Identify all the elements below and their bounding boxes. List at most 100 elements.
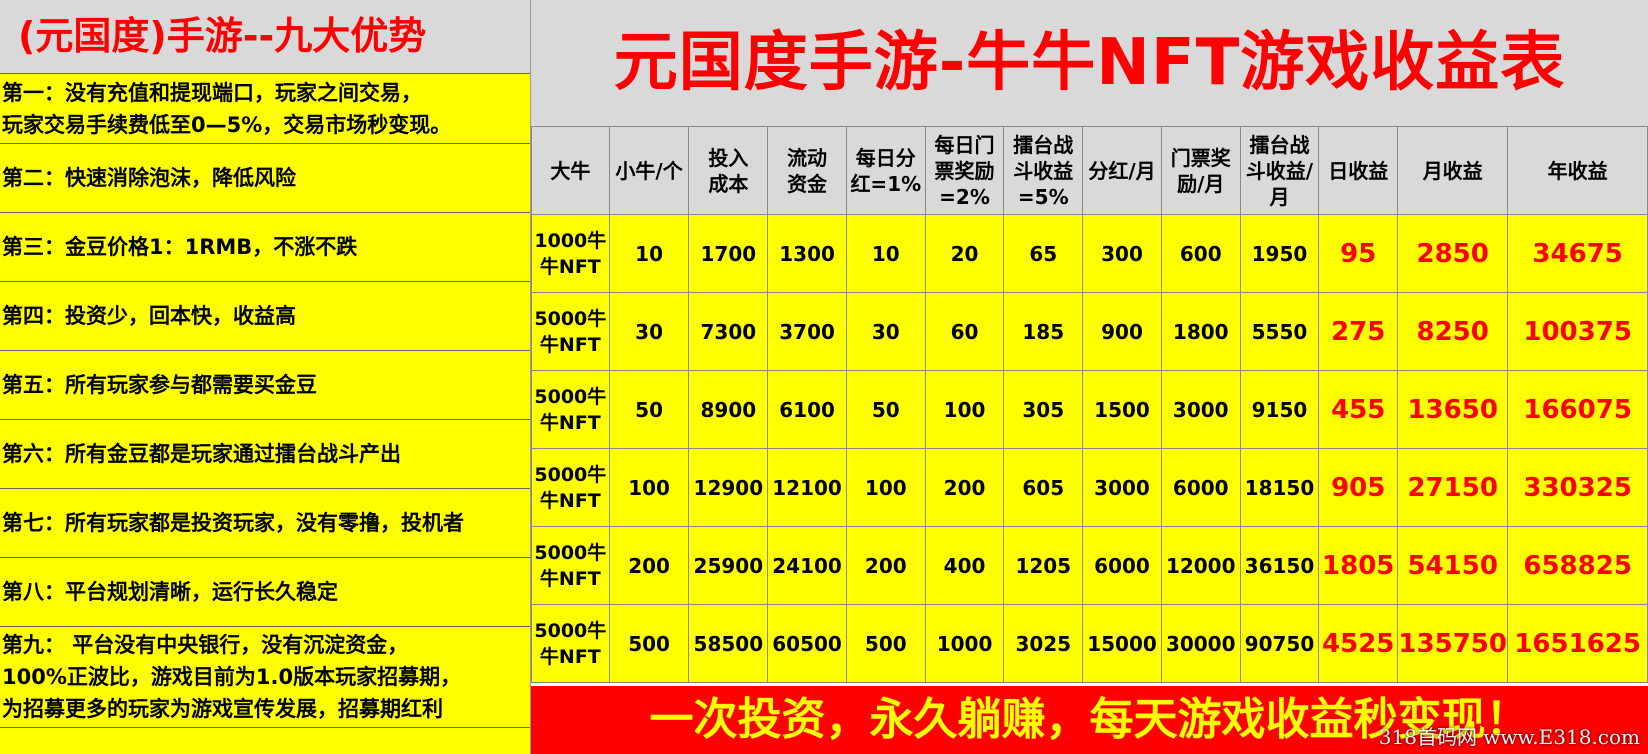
table-cell: 30 (845, 292, 926, 371)
table-cell: 6000 (1160, 448, 1241, 527)
advantage-item: 第五：所有玩家参与都需要买金豆 (0, 351, 530, 420)
table-cell: 5000牛 牛NFT (531, 370, 610, 449)
table-row: 5000牛 牛NFT 200 25900 24100 200 400 1205 6000 1200… (531, 526, 1648, 605)
table-cell: 185 (1003, 292, 1084, 371)
table-cell: 5550 (1239, 292, 1320, 371)
table-cell: 8900 (688, 370, 769, 449)
advantages-panel: (元国度)手游--九大优势 第一：没有充值和提现端口，玩家之间交易， 玩家交易手续… (0, 0, 531, 754)
column-header: 大牛 (531, 126, 610, 215)
table-row: 1000牛 牛NFT 10 1700 1300 10 20 65 300 600 1950 95 285… (531, 214, 1648, 293)
table-cell: 50 (608, 370, 690, 449)
table-cell: 34675 (1507, 214, 1648, 293)
advantage-text: 第四：投资少，回本快，收益高 (2, 304, 296, 328)
table-cell: 12000 (1160, 526, 1241, 605)
advantages-title: (元国度)手游--九大优势 (0, 0, 530, 74)
table-cell: 65 (1003, 214, 1084, 293)
table-cell: 1205 (1003, 526, 1084, 605)
site-watermark: 318首码网 www.E318.com (1378, 725, 1640, 749)
table-row: 5000牛 牛NFT 100 12900 12100 100 200 605 3000 6000 1… (531, 448, 1648, 527)
table-cell: 9150 (1239, 370, 1320, 449)
advantage-text: 第七：所有玩家都是投资玩家，没有零撸，投机者 (2, 511, 464, 535)
table-cell: 1651625 (1507, 604, 1648, 683)
advantage-item: 第六：所有金豆都是玩家通过擂台战斗产出 (0, 420, 530, 489)
table-cell: 58500 (688, 604, 769, 683)
table-cell: 3000 (1160, 370, 1241, 449)
table-cell: 30 (608, 292, 690, 371)
promo-banner: 一次投资，永久躺赚，每天游戏收益秒变现！ (531, 686, 1648, 754)
table-cell: 200 (845, 526, 926, 605)
table-cell: 7300 (688, 292, 769, 371)
table-cell: 400 (924, 526, 1005, 605)
advantage-item: 第四：投资少，回本快，收益高 (0, 282, 530, 351)
table-cell: 200 (608, 526, 690, 605)
column-header: 投入 成本 (688, 126, 769, 215)
table-row: 5000牛 牛NFT 500 58500 60500 500 1000 3025 15000 30… (531, 604, 1648, 683)
advantage-item: 第九： 平台没有中央银行，没有沉淀资金， 100%正波比，游戏目前为1.0版本玩家… (0, 627, 530, 728)
table-cell: 36150 (1239, 526, 1320, 605)
table-cell: 100 (924, 370, 1005, 449)
table-cell: 330325 (1507, 448, 1648, 527)
table-cell: 275 (1318, 292, 1399, 371)
table-cell: 658825 (1507, 526, 1648, 605)
table-cell: 13650 (1397, 370, 1509, 449)
table-cell: 8250 (1397, 292, 1509, 371)
table-cell: 300 (1082, 214, 1162, 293)
advantage-text: 为招募更多的玩家为游戏宣传发展，招募期红利 (2, 697, 443, 721)
advantage-item: 第二：快速消除泡沫，降低风险 (0, 144, 530, 213)
table-cell: 1000牛 牛NFT (531, 214, 610, 293)
table-cell: 905 (1318, 448, 1399, 527)
table-cell: 100 (608, 448, 690, 527)
column-header: 流动 资金 (767, 126, 847, 215)
table-cell: 5000牛 牛NFT (531, 292, 610, 371)
advantage-text: 第五：所有玩家参与都需要买金豆 (2, 373, 317, 397)
table-cell: 600 (1160, 214, 1241, 293)
table-cell: 60500 (767, 604, 847, 683)
table-cell: 900 (1082, 292, 1162, 371)
table-cell: 166075 (1507, 370, 1648, 449)
column-header: 擂台战 斗收益 =5% (1003, 126, 1084, 215)
table-cell: 54150 (1397, 526, 1509, 605)
column-header: 年收益 (1507, 126, 1648, 215)
table-cell: 3700 (767, 292, 847, 371)
advantage-text: 第一：没有充值和提现端口，玩家之间交易， (2, 80, 422, 105)
table-cell: 50 (845, 370, 926, 449)
advantage-item: 第三：金豆价格1：1RMB，不涨不跌 (0, 213, 530, 282)
table-cell: 5000牛 牛NFT (531, 448, 610, 527)
table-cell: 1800 (1160, 292, 1241, 371)
table-cell: 25900 (688, 526, 769, 605)
table-cell: 2850 (1397, 214, 1509, 293)
table-cell: 15000 (1082, 604, 1162, 683)
table-cell: 1950 (1239, 214, 1320, 293)
table-cell: 3025 (1003, 604, 1084, 683)
table-cell: 6100 (767, 370, 847, 449)
table-cell: 1300 (767, 214, 847, 293)
column-header: 小牛/个 (608, 126, 690, 215)
table-cell: 1500 (1082, 370, 1162, 449)
table-header-row: 大牛 小牛/个 投入 成本 流动 资金 每日分 红=1% 每日门 票奖励 =2% 擂台战 斗收益 =5% 分… (531, 126, 1648, 215)
table-cell: 10 (845, 214, 926, 293)
table-cell: 12900 (688, 448, 769, 527)
table-cell: 100375 (1507, 292, 1648, 371)
table-cell: 90750 (1239, 604, 1320, 683)
table-cell: 500 (608, 604, 690, 683)
table-cell: 455 (1318, 370, 1399, 449)
table-cell: 5000牛 牛NFT (531, 526, 610, 605)
table-cell: 18150 (1239, 448, 1320, 527)
advantage-text: 玩家交易手续费低至0—5%，交易市场秒变现。 (2, 112, 452, 137)
advantage-text: 第二：快速消除泡沫，降低风险 (2, 166, 296, 190)
column-header: 每日门 票奖励 =2% (924, 126, 1005, 215)
table-row: 5000牛 牛NFT 50 8900 6100 50 100 305 1500 3000 9150 4… (531, 370, 1648, 449)
table-cell: 1000 (924, 604, 1005, 683)
table-cell: 305 (1003, 370, 1084, 449)
table-cell: 24100 (767, 526, 847, 605)
advantage-text: 100%正波比，游戏目前为1.0版本玩家招募期， (2, 665, 462, 689)
column-header: 擂台战 斗收益/月 (1239, 126, 1320, 215)
table-row: 5000牛 牛NFT 30 7300 3700 30 60 185 900 1800 5550 275… (531, 292, 1648, 371)
table-cell: 12100 (767, 448, 847, 527)
table-cell: 27150 (1397, 448, 1509, 527)
income-table-title: 元国度手游-牛牛NFT游戏收益表 (531, 0, 1648, 126)
column-header: 每日分 红=1% (845, 126, 926, 215)
table-cell: 200 (924, 448, 1005, 527)
table-cell: 60 (924, 292, 1005, 371)
advantage-text: 第九： 平台没有中央银行，没有沉淀资金， (2, 633, 409, 657)
